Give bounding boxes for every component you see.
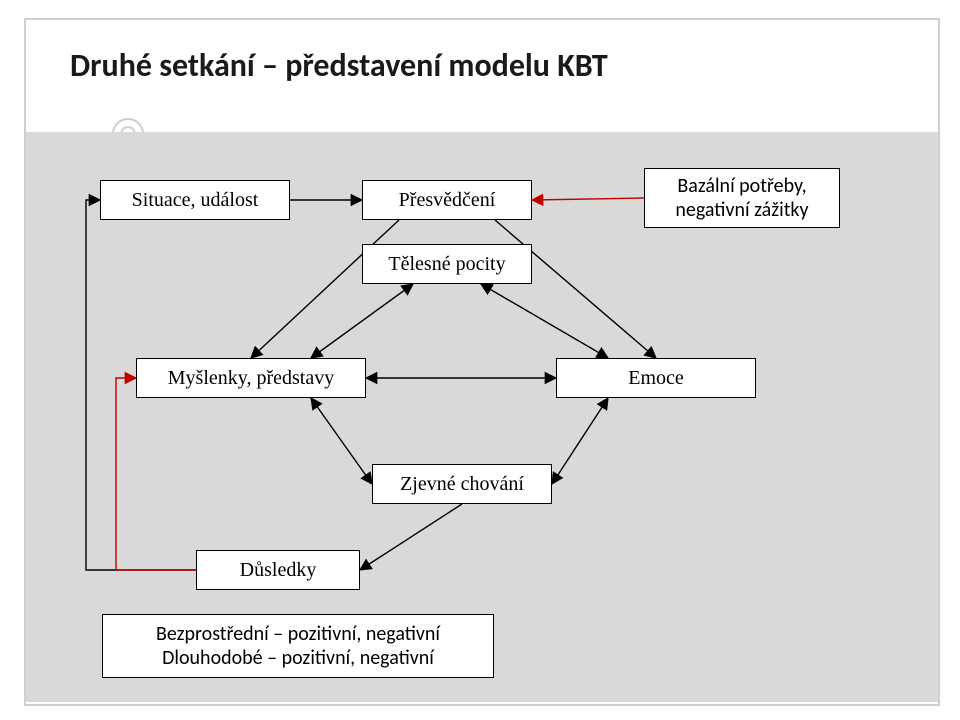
node-thoughts: Myšlenky, představy — [136, 358, 366, 398]
node-label-outcomes: Bezprostřední – pozitivní, negativní Dlo… — [156, 622, 440, 670]
node-situation: Situace, událost — [100, 180, 290, 220]
node-label-belief: Přesvědčení — [399, 188, 496, 212]
page-title: Druhé setkání – představení modelu KBT — [70, 46, 608, 85]
node-outcomes: Bezprostřední – pozitivní, negativní Dlo… — [102, 614, 494, 678]
slide-frame: Druhé setkání – představení modelu KBT S… — [24, 18, 940, 706]
node-needs: Bazální potřeby, negativní zážitky — [644, 168, 840, 228]
node-behavior: Zjevné chování — [372, 464, 552, 504]
slide: Druhé setkání – představení modelu KBT S… — [0, 0, 960, 720]
node-label-needs: Bazální potřeby, negativní zážitky — [675, 174, 808, 222]
node-label-emotions: Emoce — [628, 366, 684, 390]
node-bodily: Tělesné pocity — [362, 244, 532, 284]
node-emotions: Emoce — [556, 358, 756, 398]
node-label-bodily: Tělesné pocity — [388, 252, 505, 276]
node-consequences: Důsledky — [196, 550, 360, 590]
node-label-consequences: Důsledky — [240, 558, 317, 582]
node-belief: Přesvědčení — [362, 180, 532, 220]
node-label-thoughts: Myšlenky, představy — [168, 366, 334, 390]
node-label-situation: Situace, událost — [132, 188, 259, 212]
node-label-behavior: Zjevné chování — [400, 472, 524, 496]
